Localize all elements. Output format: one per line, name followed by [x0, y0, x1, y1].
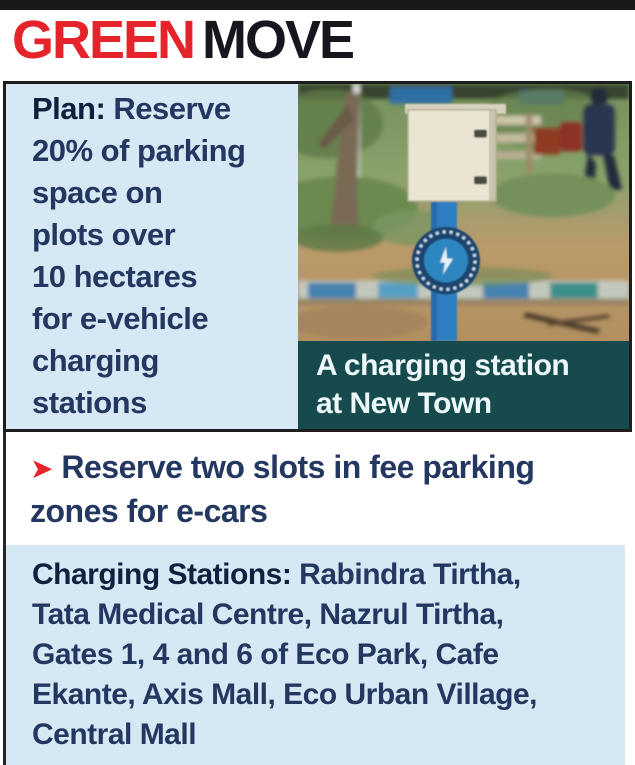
stations-panel: Charging Stations: Rabindra Tirtha, Tata…: [6, 545, 625, 765]
title-word-move: MOVE: [202, 10, 355, 70]
charging-station-photo: [298, 84, 629, 341]
photo-column: A charging station at New Town: [298, 84, 629, 429]
title-word-green: GREEN: [12, 10, 196, 70]
page-title: GREEN MOVE: [12, 8, 355, 72]
stations-text: Rabindra Tirtha, Tata Medical Centre, Na…: [32, 558, 538, 751]
bullet-text: Reserve two slots in fee parking zones f…: [30, 449, 535, 529]
plan-photo-box: Plan: Reserve 20% of parking space on pl…: [3, 81, 632, 432]
plan-label: Plan:: [32, 91, 106, 126]
plan-panel: Plan: Reserve 20% of parking space on pl…: [6, 84, 298, 429]
stations-label: Charging Stations:: [32, 558, 292, 591]
photo-caption: A charging station at New Town: [298, 341, 629, 429]
charging-unit: [405, 103, 506, 341]
plan-text: Reserve 20% of parking space on plots ov…: [32, 91, 246, 420]
bullet-section: ➤ Reserve two slots in fee parking zones…: [6, 432, 632, 545]
top-divider-bar: [0, 0, 635, 10]
arrow-bullet-icon: ➤: [30, 453, 53, 484]
